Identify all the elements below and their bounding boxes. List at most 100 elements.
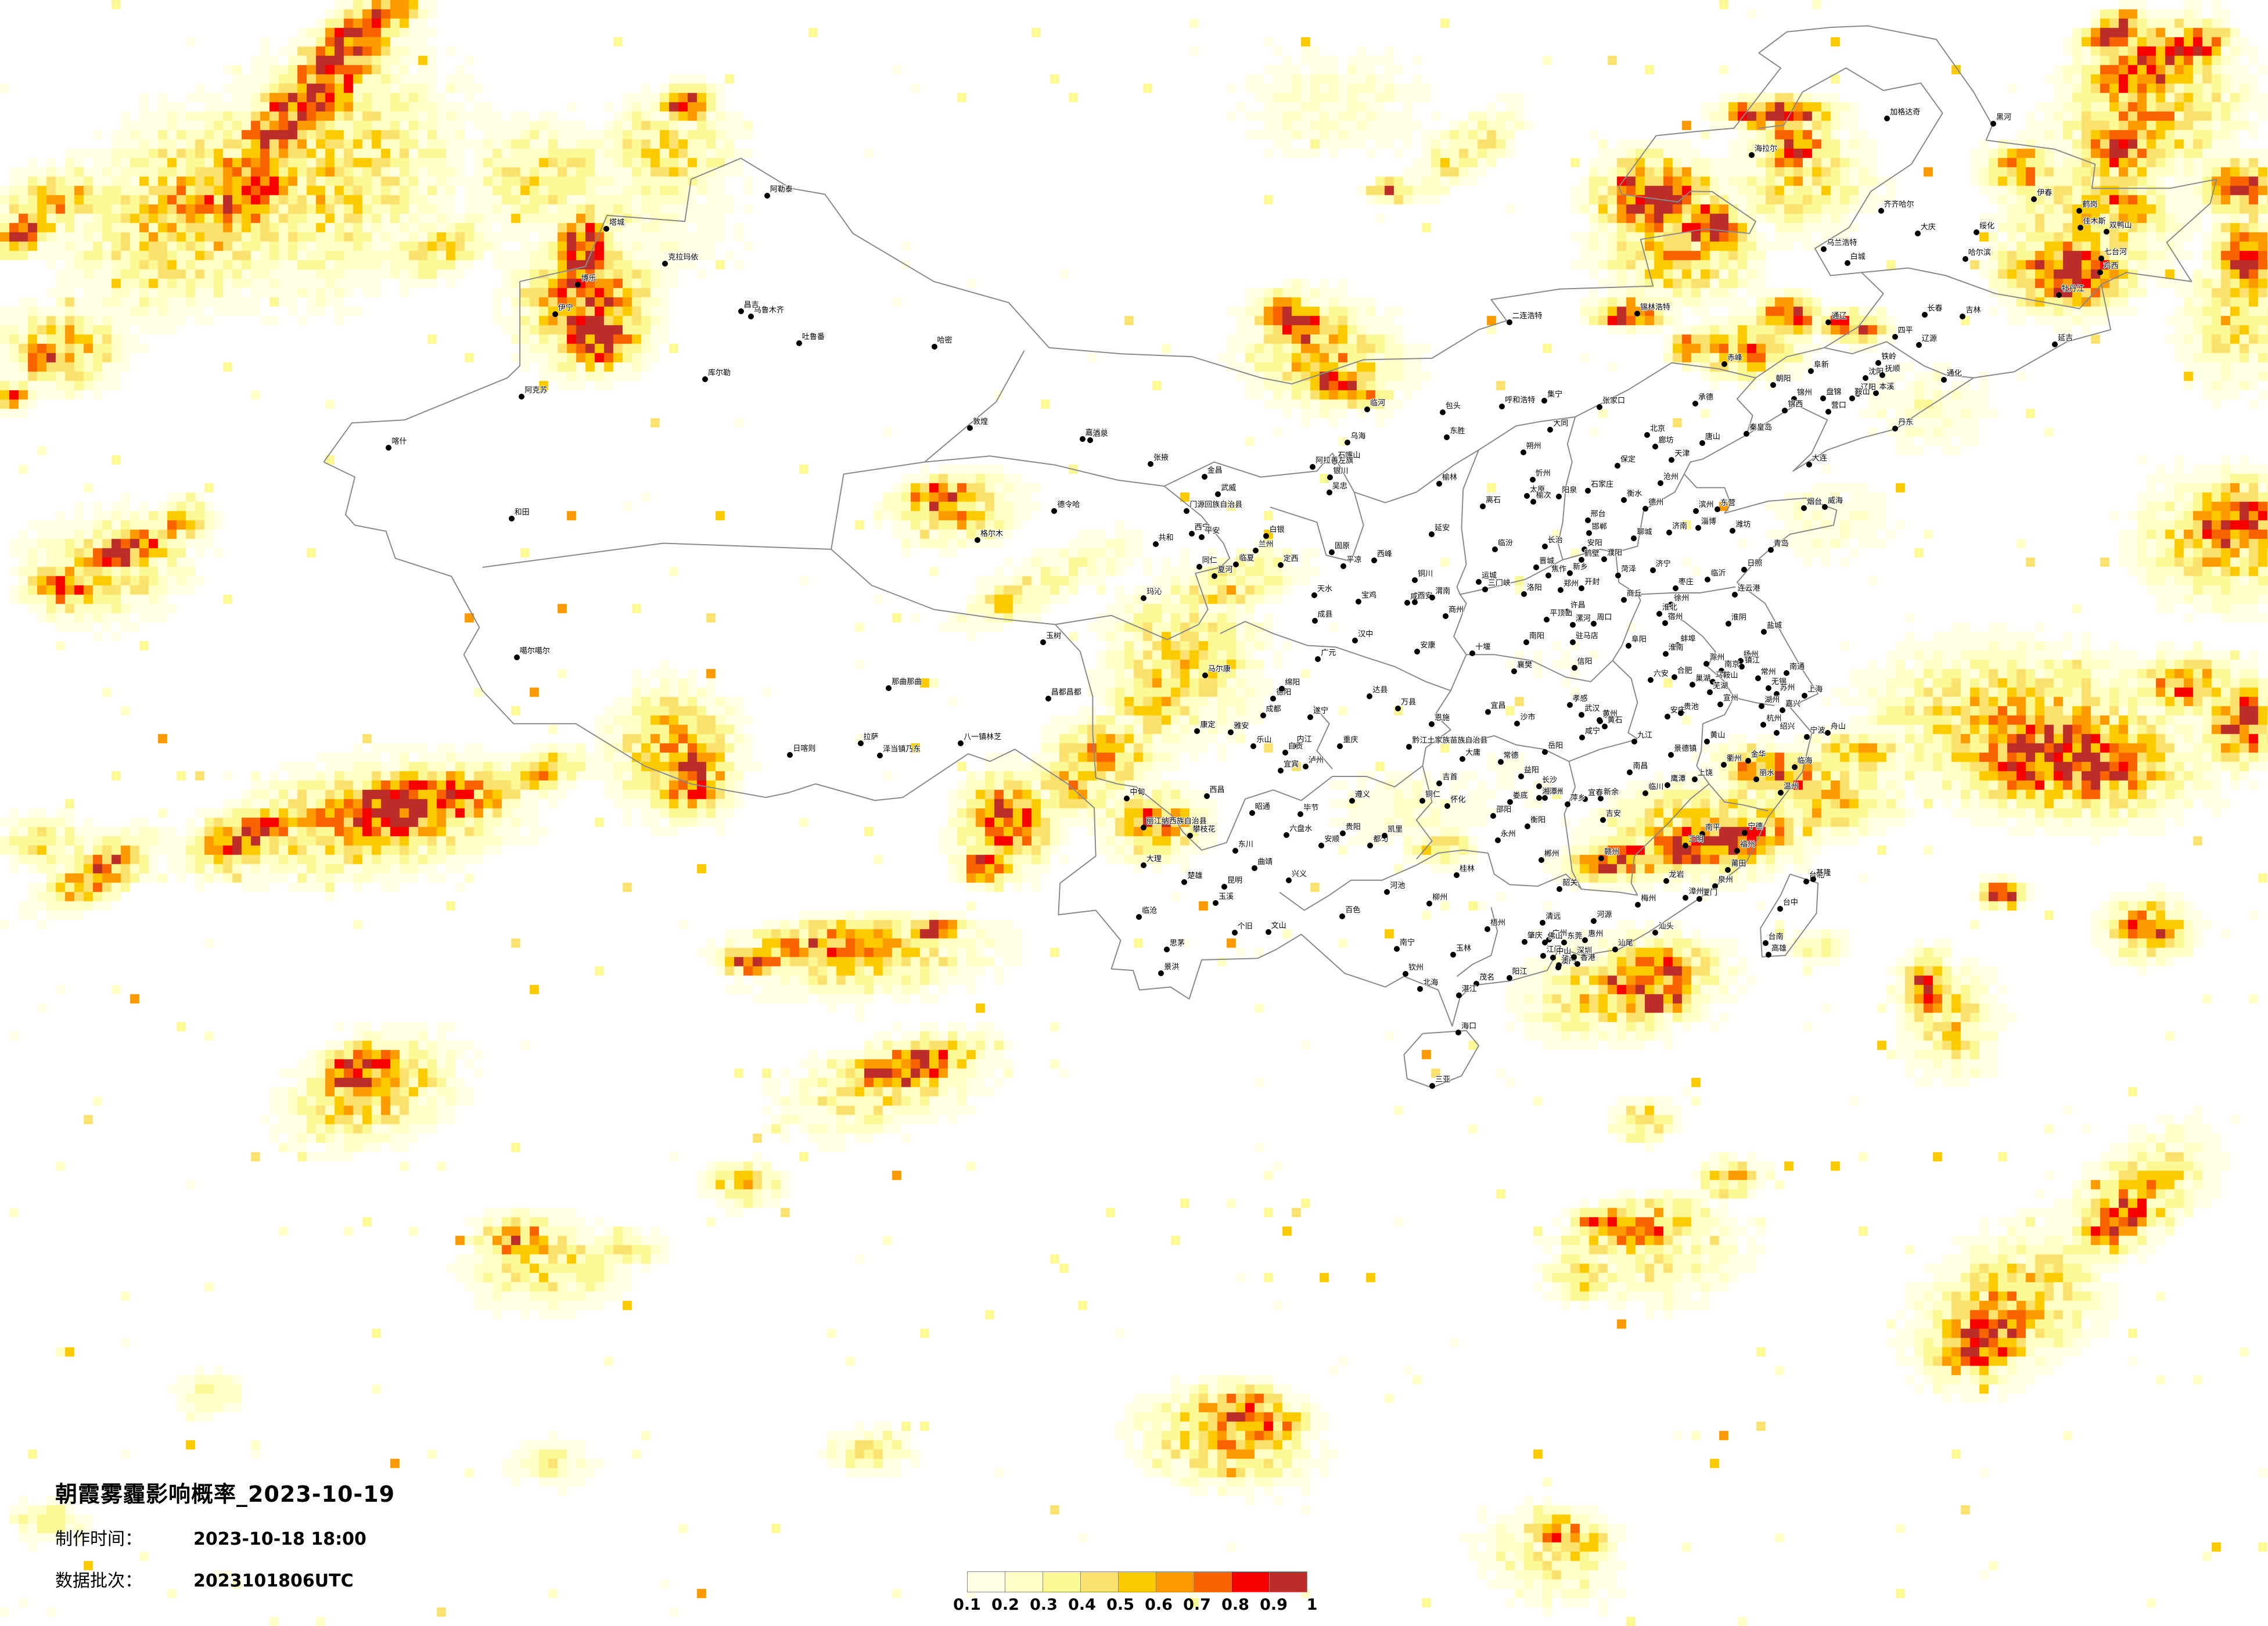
city-marker [1704,738,1710,744]
data-batch-value: 2023101806UTC [193,1571,354,1591]
colorbar-swatch [1005,1571,1043,1592]
city-marker [1582,796,1588,802]
city-marker [1215,491,1221,498]
city-label: 东川 [1238,840,1253,849]
city-marker [1482,586,1488,592]
city-marker [1546,936,1552,942]
city-marker [1511,668,1518,675]
city-marker [1557,886,1563,892]
city-label: 衢州 [1726,754,1742,763]
city-marker [1124,795,1130,801]
city-label: 西宁 [1194,523,1210,532]
city-marker [1803,879,1809,885]
city-label: 思茅 [1169,939,1185,948]
city-marker [1282,750,1288,756]
city-label: 扬州 [1743,650,1759,660]
city-label: 洛阳 [1526,583,1542,592]
city-marker [1635,901,1641,908]
city-marker [1051,508,1058,515]
city-marker [1717,701,1723,707]
city-marker [1863,375,1869,381]
city-marker [967,425,973,431]
city-label: 龙岩 [1669,870,1684,879]
island-outline [1760,873,1819,958]
city-label: 吐鲁番 [801,333,825,342]
city-label: 枣庄 [1678,577,1694,587]
city-marker [796,340,802,347]
city-marker [1804,733,1810,740]
city-label: 新乡 [1573,563,1588,572]
colorbar-tick: 1 [1306,1596,1318,1614]
province-boundary [1615,552,1638,595]
city-marker [1412,577,1418,583]
city-label: 许昌 [1570,600,1586,610]
city-label: 延吉 [2058,334,2073,343]
city-label: 上海 [1807,685,1823,695]
city-marker [857,740,864,746]
city-label: 娄底 [1512,791,1528,800]
province-boundary [1612,660,1638,740]
city-marker [1318,843,1325,849]
city-label: 呼和浩特 [1505,396,1536,405]
city-label: 西峰 [1376,550,1392,559]
city-label: 烟台 [1807,498,1823,507]
city-label: 玉树 [1046,632,1062,641]
city-label: 巢湖 [1695,674,1711,683]
city-marker [1540,953,1547,959]
city-label: 潍坊 [1735,520,1751,530]
city-label: 通化 [1946,369,1962,379]
city-label: 温州 [1783,782,1799,792]
city-label: 三明 [1688,834,1703,844]
city-label: 东胜 [1450,427,1465,436]
city-label: 三门峡 [1487,578,1511,588]
city-marker [886,685,892,692]
province-boundary [1736,377,1756,436]
city-marker [1844,260,1850,266]
city-label: 康定 [1200,721,1216,730]
city-marker [1780,707,1786,713]
city-label: 海拉尔 [1755,144,1778,153]
city-label: 舟山 [1830,722,1846,731]
city-label: 昆明 [1227,876,1243,886]
city-marker [1567,570,1573,577]
city-marker [1148,461,1154,467]
city-marker [1557,587,1563,593]
city-marker [1406,744,1412,750]
city-label: 包头 [1445,401,1461,411]
province-boundary [1422,690,1451,766]
city-marker [1647,677,1654,684]
city-marker [2077,224,2083,231]
city-marker [1596,717,1602,723]
city-marker [747,314,754,320]
city-marker [1564,801,1570,808]
city-marker [1574,961,1580,967]
city-label: 临河 [1370,398,1386,408]
city-label: 基隆 [1816,869,1831,878]
city-label: 鹤壁 [1584,549,1600,558]
city-label: 张掖 [1153,454,1169,463]
city-label: 淄博 [1701,517,1716,527]
city-label: 营口 [1831,401,1846,411]
city-marker [1233,561,1239,567]
city-marker [1656,611,1662,617]
city-marker [552,311,558,317]
city-label: 衡阳 [1530,815,1546,825]
city-label: 广州 [1552,929,1568,938]
city-marker [1601,724,1608,730]
city-marker [1540,920,1546,926]
city-marker [1533,564,1540,570]
city-label: 贵池 [1683,702,1699,711]
city-marker [1677,710,1684,716]
city-label: 南平 [1705,823,1720,832]
city-label: 连云港 [1737,584,1760,593]
city-label: 梧州 [1490,918,1506,927]
city-label: 九江 [1637,731,1653,740]
city-marker [1807,368,1814,375]
city-label: 成县 [1317,610,1333,619]
colorbar-tick: 0.1 [953,1596,981,1614]
city-marker [1450,951,1457,958]
city-label: 兴义 [1292,870,1307,879]
made-time-row: 制作时间： 2023-10-18 18:00 [55,1524,395,1550]
city-label: 湛江 [1461,985,1477,994]
city-label: 万县 [1401,697,1417,707]
